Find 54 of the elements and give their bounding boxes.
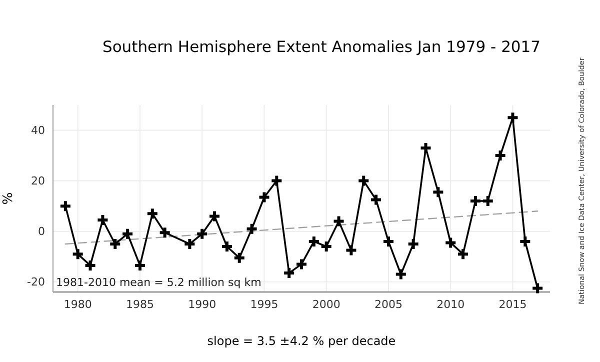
point bbox=[272, 176, 282, 186]
point bbox=[520, 236, 530, 246]
point bbox=[396, 269, 406, 280]
x-tick-label: 2010 bbox=[436, 298, 465, 311]
annotation: 1981-2010 mean = 5.2 million sq km bbox=[56, 276, 262, 289]
point bbox=[446, 238, 456, 248]
point bbox=[334, 216, 344, 226]
chart-title: Southern Hemisphere Extent Anomalies Jan 1979 - 2017 bbox=[102, 38, 541, 56]
point bbox=[222, 242, 232, 252]
point bbox=[184, 238, 195, 249]
y-tick-label: 40 bbox=[31, 124, 45, 138]
y-tick-label: 0 bbox=[38, 225, 45, 238]
point bbox=[408, 238, 418, 249]
point bbox=[383, 236, 394, 246]
point bbox=[110, 238, 120, 249]
x-tick-label: 1980 bbox=[64, 298, 92, 311]
point bbox=[358, 176, 369, 186]
point bbox=[508, 112, 518, 123]
point bbox=[197, 228, 208, 239]
point bbox=[470, 196, 480, 206]
point bbox=[296, 259, 306, 270]
point bbox=[308, 236, 319, 246]
point bbox=[346, 245, 356, 256]
x-tick-label: 2000 bbox=[312, 298, 340, 311]
point bbox=[246, 224, 257, 234]
point bbox=[60, 201, 70, 212]
x-tick-label: 2015 bbox=[498, 298, 527, 311]
point bbox=[98, 214, 108, 225]
x-tick-label: 1995 bbox=[250, 298, 278, 311]
point bbox=[134, 260, 145, 270]
x-tick-label: 2005 bbox=[374, 298, 402, 311]
point bbox=[72, 249, 83, 260]
point bbox=[321, 242, 332, 252]
point bbox=[495, 150, 506, 161]
y-axis-title: % bbox=[1, 192, 16, 205]
point bbox=[234, 252, 244, 263]
y-tick-label: 20 bbox=[31, 174, 45, 188]
point bbox=[160, 228, 170, 238]
point bbox=[433, 187, 444, 198]
point bbox=[210, 211, 220, 222]
point bbox=[532, 283, 543, 294]
x-tick-label: 1985 bbox=[126, 298, 154, 311]
point bbox=[371, 194, 382, 205]
point bbox=[259, 192, 270, 202]
point bbox=[122, 228, 133, 239]
x-tick-label: 1990 bbox=[188, 298, 216, 311]
point bbox=[420, 142, 431, 153]
point bbox=[482, 196, 493, 206]
point bbox=[458, 249, 468, 260]
point bbox=[284, 268, 294, 278]
point bbox=[147, 208, 158, 219]
y-tick-label: -20 bbox=[27, 276, 45, 289]
text: slope = 3.5 ±4.2 % per decade bbox=[207, 334, 396, 348]
point bbox=[85, 260, 96, 270]
